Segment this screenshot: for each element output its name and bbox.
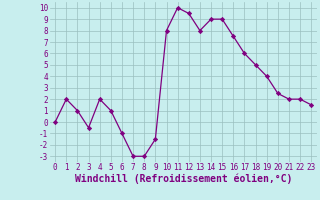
X-axis label: Windchill (Refroidissement éolien,°C): Windchill (Refroidissement éolien,°C) xyxy=(75,174,292,184)
